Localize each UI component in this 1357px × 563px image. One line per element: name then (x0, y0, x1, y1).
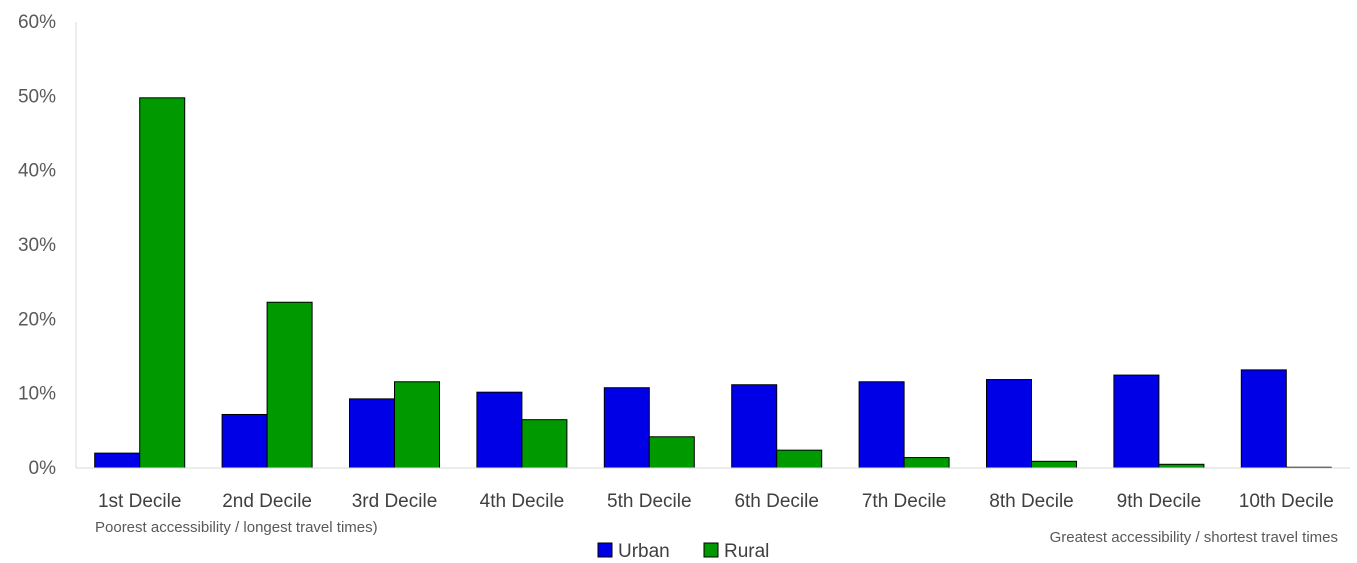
bar-rural-6 (776, 449, 823, 469)
x-tick-label: 9th Decile (1117, 491, 1202, 512)
y-tick-label: 0% (29, 458, 57, 479)
x-tick-label: 7th Decile (862, 491, 947, 512)
x-tick-label: 5th Decile (607, 491, 692, 512)
bar-rural-2 (266, 301, 313, 469)
bar-urban-5 (603, 387, 650, 469)
x-tick-label: 3rd Decile (352, 491, 438, 512)
x-tick-label: 1st Decile (98, 491, 181, 512)
legend-swatch-rural (703, 542, 719, 558)
bar-urban-1 (94, 452, 141, 469)
bar-rural-1 (139, 97, 186, 469)
legend: Urban Rural (597, 541, 769, 562)
bar-urban-8 (986, 379, 1032, 469)
bar-urban-3 (349, 398, 395, 469)
legend-label-rural: Rural (724, 541, 769, 562)
bar-urban-10 (1240, 369, 1287, 469)
bar-urban-4 (476, 391, 523, 469)
x-axis: 1st Decile 2nd Decile 3rd Decile 4th Decile… (76, 467, 1350, 512)
x-tick-label: 8th Decile (989, 491, 1074, 512)
bar-rural-3 (394, 381, 440, 469)
bar-rural-8 (1031, 460, 1077, 469)
x-tick-label: 4th Decile (480, 491, 565, 512)
x-tick-label: 6th Decile (734, 491, 819, 512)
legend-label-urban: Urban (618, 541, 670, 562)
y-tick-label: 50% (18, 86, 56, 107)
bar-rural-9 (1158, 463, 1205, 469)
bar-urban-2 (221, 413, 268, 469)
bar-rural-7 (903, 457, 950, 469)
y-tick-label: 10% (18, 384, 56, 405)
y-tick-label: 30% (18, 235, 56, 256)
bar-urban-7 (858, 381, 905, 469)
x-tick-label: 10th Decile (1239, 491, 1334, 512)
bar-urban-6 (731, 384, 778, 469)
bar-urban-9 (1113, 374, 1160, 469)
bar-rural-5 (648, 436, 695, 469)
bar-rural-4 (521, 419, 568, 469)
bars (94, 97, 1332, 469)
annotation-right: Greatest accessibility / shortest travel… (1050, 529, 1338, 546)
annotation-left: Poorest accessibility / longest travel t… (95, 519, 378, 536)
y-tick-label: 40% (18, 161, 56, 182)
y-axis: 0% 10% 20% 30% 40% 50% 60% (18, 12, 77, 479)
y-tick-label: 20% (18, 309, 56, 330)
y-tick-label: 60% (18, 12, 56, 33)
legend-swatch-urban (597, 542, 613, 558)
x-tick-label: 2nd Decile (222, 491, 312, 512)
